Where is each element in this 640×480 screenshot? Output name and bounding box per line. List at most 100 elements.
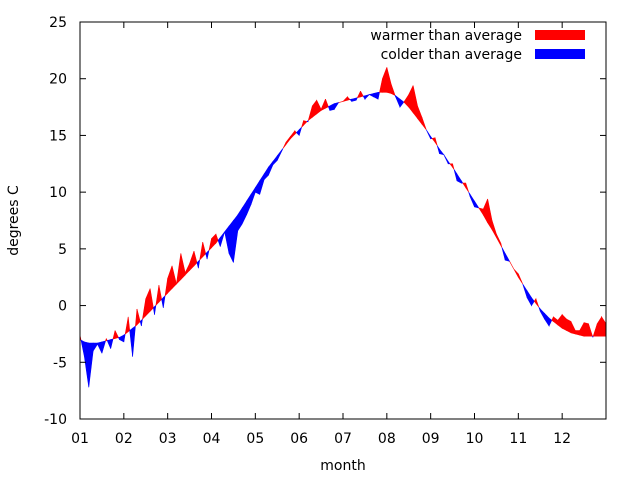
- warmer-than-average-area: [320, 99, 326, 111]
- warmer-than-average-area: [386, 67, 392, 94]
- colder-than-average-area: [447, 160, 451, 165]
- warmer-than-average-area: [487, 198, 493, 231]
- colder-than-average-area: [501, 247, 506, 261]
- plot-border: [79, 21, 607, 420]
- legend-warmer-swatch: [535, 30, 585, 40]
- warmer-than-average-area: [421, 117, 427, 130]
- x-tick-label: 05: [246, 431, 264, 447]
- warmer-than-average-area: [338, 101, 344, 103]
- colder-than-average-area: [368, 93, 374, 98]
- warmer-than-average-area: [561, 313, 567, 332]
- colder-than-average-area: [526, 289, 532, 306]
- warmer-than-average-area: [379, 78, 383, 93]
- colder-than-average-area: [154, 304, 157, 315]
- colder-than-average-area: [453, 169, 458, 181]
- colder-than-average-area: [141, 318, 143, 327]
- warmer-than-average-area: [592, 323, 598, 337]
- y-tick-label: 15: [49, 128, 67, 144]
- colder-than-average-area: [439, 148, 445, 156]
- warmer-than-average-area: [180, 253, 186, 281]
- warmer-than-average-area: [347, 96, 351, 101]
- x-tick-label: 04: [203, 431, 221, 447]
- colder-than-average-area: [110, 338, 114, 349]
- colder-than-average-area: [219, 231, 225, 247]
- colder-than-average-area: [504, 253, 511, 262]
- warmer-than-average-area: [462, 182, 467, 189]
- colder-than-average-area: [456, 172, 462, 184]
- warmer-than-average-area: [566, 318, 572, 334]
- colder-than-average-area: [333, 102, 340, 111]
- colder-than-average-area: [198, 258, 201, 269]
- y-tick-label: 25: [49, 15, 67, 31]
- anomaly-fills: [79, 67, 607, 388]
- warmer-than-average-area: [535, 298, 540, 308]
- warmer-than-average-area: [342, 96, 348, 102]
- warmer-than-average-area: [127, 316, 131, 333]
- warmer-than-average-area: [390, 84, 396, 97]
- colder-than-average-area: [123, 333, 126, 342]
- warmer-than-average-area: [215, 234, 219, 245]
- warmer-than-average-area: [408, 85, 414, 114]
- warmer-than-average-area: [412, 85, 418, 120]
- x-tick-label: 06: [290, 431, 308, 447]
- colder-than-average-area: [233, 213, 239, 263]
- colder-than-average-area: [281, 148, 284, 152]
- y-axis-ticks: -10 -5 0 5 10 15 20 25: [44, 15, 606, 428]
- x-tick-label: 01: [71, 431, 89, 447]
- warmer-than-average-area: [112, 330, 116, 340]
- colder-than-average-area: [224, 225, 230, 254]
- colder-than-average-area: [544, 312, 550, 328]
- warmer-than-average-area: [596, 315, 602, 337]
- colder-than-average-area: [461, 179, 464, 184]
- warmer-than-average-area: [155, 285, 160, 307]
- warmer-than-average-area: [360, 91, 364, 98]
- colder-than-average-area: [92, 342, 98, 352]
- warmer-than-average-area: [509, 261, 515, 270]
- warmer-than-average-area: [167, 265, 173, 294]
- colder-than-average-area: [119, 334, 125, 343]
- y-tick-label: 20: [49, 72, 67, 88]
- warmer-than-average-area: [158, 285, 162, 303]
- colder-than-average-area: [268, 160, 274, 176]
- warmer-than-average-area: [465, 182, 469, 193]
- warmer-than-average-area: [124, 316, 129, 335]
- warmer-than-average-area: [176, 253, 182, 285]
- colder-than-average-area: [531, 296, 535, 307]
- warmer-than-average-area: [417, 105, 423, 125]
- colder-than-average-area: [263, 166, 269, 181]
- legend-colder-swatch: [535, 49, 585, 59]
- warmer-than-average-area: [189, 251, 195, 272]
- warmer-than-average-area: [482, 198, 488, 223]
- colder-than-average-area: [395, 95, 401, 108]
- colder-than-average-area: [106, 339, 111, 349]
- y-tick-label: -5: [53, 355, 67, 371]
- x-axis-ticks: 01 02 03 04 05 06 07 08 09 10 11 12: [71, 22, 571, 447]
- colder-than-average-area: [351, 97, 357, 102]
- warmer-than-average-area: [491, 220, 497, 238]
- x-tick-label: 10: [466, 431, 484, 447]
- warmer-than-average-area: [579, 322, 585, 337]
- y-axis-label: degrees C: [6, 185, 22, 256]
- colder-than-average-area: [364, 94, 371, 100]
- warmer-than-average-area: [431, 137, 436, 144]
- legend-warmer-label: warmer than average: [370, 28, 522, 44]
- colder-than-average-area: [80, 339, 85, 357]
- legend: warmer than average colder than average: [370, 28, 585, 63]
- warmer-than-average-area: [282, 142, 287, 149]
- colder-than-average-area: [272, 154, 278, 166]
- y-tick-label: 0: [58, 299, 67, 315]
- warmer-than-average-area: [575, 330, 581, 336]
- warmer-than-average-area: [106, 338, 108, 342]
- colder-than-average-area: [237, 206, 243, 232]
- warmer-than-average-area: [588, 323, 593, 337]
- colder-than-average-area: [255, 179, 261, 195]
- warmer-than-average-area: [193, 251, 198, 267]
- warmer-than-average-area: [199, 242, 204, 261]
- colder-than-average-area: [228, 219, 234, 263]
- colder-than-average-area: [97, 341, 103, 354]
- warmer-than-average-area: [294, 130, 297, 136]
- warmer-than-average-area: [513, 269, 519, 278]
- warmer-than-average-area: [202, 241, 207, 258]
- warmer-than-average-area: [601, 315, 607, 337]
